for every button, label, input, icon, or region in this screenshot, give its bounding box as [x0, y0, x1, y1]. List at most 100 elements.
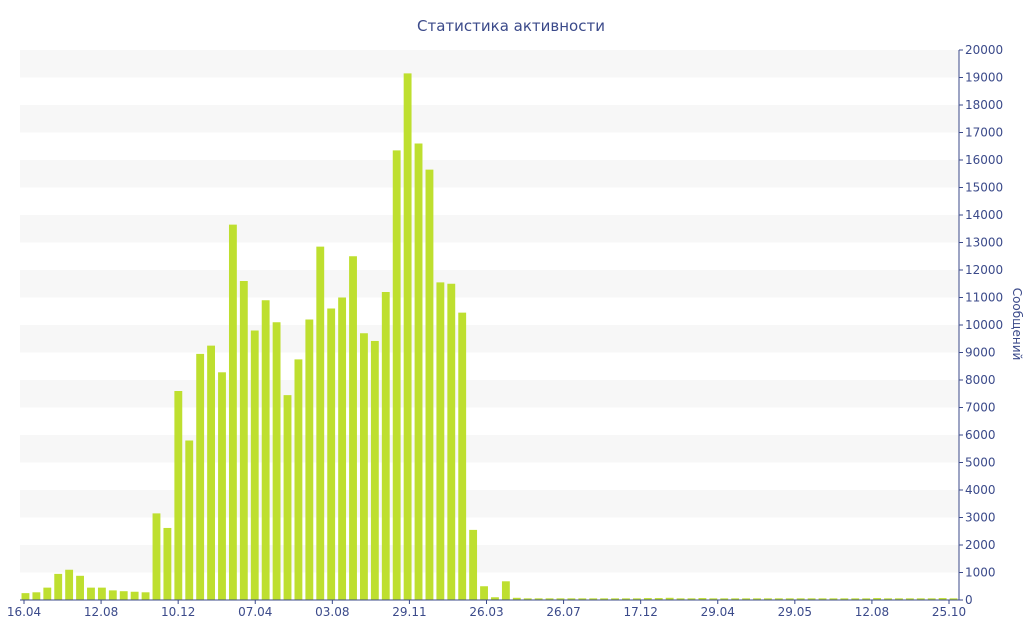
- x-tick-label: 03.08: [315, 605, 349, 619]
- x-tick-label: 26.03: [469, 605, 503, 619]
- grid-band: [20, 545, 959, 573]
- bar: [370, 340, 379, 600]
- bar: [97, 587, 106, 601]
- bar: [753, 598, 761, 600]
- grid-band: [20, 160, 959, 188]
- bar: [731, 598, 740, 600]
- bar: [851, 598, 860, 600]
- grid-band: [20, 105, 959, 133]
- y-tick-label: 3000: [965, 511, 996, 525]
- bar: [545, 598, 554, 600]
- bar: [785, 598, 794, 600]
- bar: [32, 592, 41, 600]
- bar: [589, 598, 598, 600]
- bar: [54, 573, 63, 601]
- bar: [76, 575, 84, 600]
- bar: [807, 598, 816, 600]
- bar: [862, 598, 871, 600]
- bar: [632, 598, 641, 600]
- bar: [360, 333, 368, 600]
- bar: [261, 300, 270, 600]
- bar: [501, 581, 510, 600]
- y-tick-label: 20000: [965, 43, 1003, 57]
- y-tick-label: 13000: [965, 236, 1003, 250]
- y-tick-label: 12000: [965, 263, 1003, 277]
- bar: [687, 598, 696, 600]
- bar: [873, 598, 882, 600]
- bar: [414, 143, 423, 600]
- bar: [469, 529, 478, 601]
- bar: [763, 598, 772, 600]
- bar: [152, 513, 161, 601]
- y-tick-label: 7000: [965, 401, 996, 415]
- bar: [381, 292, 390, 600]
- bar: [938, 598, 947, 600]
- y-tick-label: 9000: [965, 346, 996, 360]
- bars: [21, 73, 958, 601]
- bar: [622, 598, 630, 600]
- bar: [196, 353, 205, 601]
- bar: [643, 598, 652, 600]
- bar: [480, 586, 488, 600]
- x-tick-label: 12.08: [84, 605, 118, 619]
- bar: [905, 598, 914, 600]
- bar: [578, 598, 587, 600]
- chart-title: Статистика активности: [417, 17, 605, 35]
- bar: [338, 297, 347, 600]
- bar: [949, 598, 958, 600]
- bar: [829, 598, 838, 600]
- bar: [294, 359, 303, 601]
- bar: [425, 169, 434, 601]
- bar: [130, 591, 139, 600]
- bar: [174, 391, 183, 600]
- x-tick-label: 10.12: [161, 605, 195, 619]
- x-tick-label: 29.05: [778, 605, 812, 619]
- bar: [600, 598, 609, 600]
- bar: [676, 598, 685, 600]
- bar: [207, 345, 215, 601]
- bar: [567, 598, 576, 600]
- bar: [742, 598, 751, 600]
- x-tick-label: 29.04: [701, 605, 735, 619]
- bar: [698, 598, 707, 600]
- y-tick-label: 2000: [965, 538, 996, 552]
- bar: [774, 598, 783, 600]
- bar: [796, 598, 805, 600]
- bar: [21, 593, 30, 601]
- bar: [512, 597, 521, 600]
- bar: [250, 330, 259, 600]
- grid-band: [20, 215, 959, 243]
- bar: [108, 590, 117, 601]
- grid-band: [20, 270, 959, 298]
- bar: [141, 592, 150, 600]
- y-tick-label: 0: [965, 593, 973, 607]
- bar: [239, 281, 248, 600]
- bar: [436, 282, 445, 601]
- bar: [316, 246, 325, 601]
- bar: [709, 598, 718, 600]
- bar: [403, 73, 412, 601]
- bar: [884, 598, 892, 600]
- x-tick-label: 26.07: [546, 605, 580, 619]
- bar: [327, 308, 336, 600]
- x-tick-label: 25.10: [932, 605, 966, 619]
- x-tick-label: 07.04: [238, 605, 272, 619]
- bar: [665, 597, 674, 600]
- bar: [349, 256, 357, 600]
- grid-bands: [20, 50, 959, 573]
- grid-band: [20, 325, 959, 353]
- y-tick-label: 8000: [965, 373, 996, 387]
- bar: [87, 587, 95, 601]
- bar: [163, 527, 172, 600]
- bar: [927, 598, 936, 600]
- bar: [895, 598, 903, 600]
- bar: [185, 440, 194, 600]
- bar: [720, 598, 729, 600]
- grid-band: [20, 490, 959, 518]
- y-tick-label: 14000: [965, 208, 1003, 222]
- bar: [228, 224, 237, 601]
- bar: [840, 598, 849, 600]
- y-tick-label: 16000: [965, 153, 1003, 167]
- x-tick-label: 12.08: [855, 605, 889, 619]
- y-axis-label: Сообщений: [1010, 288, 1024, 361]
